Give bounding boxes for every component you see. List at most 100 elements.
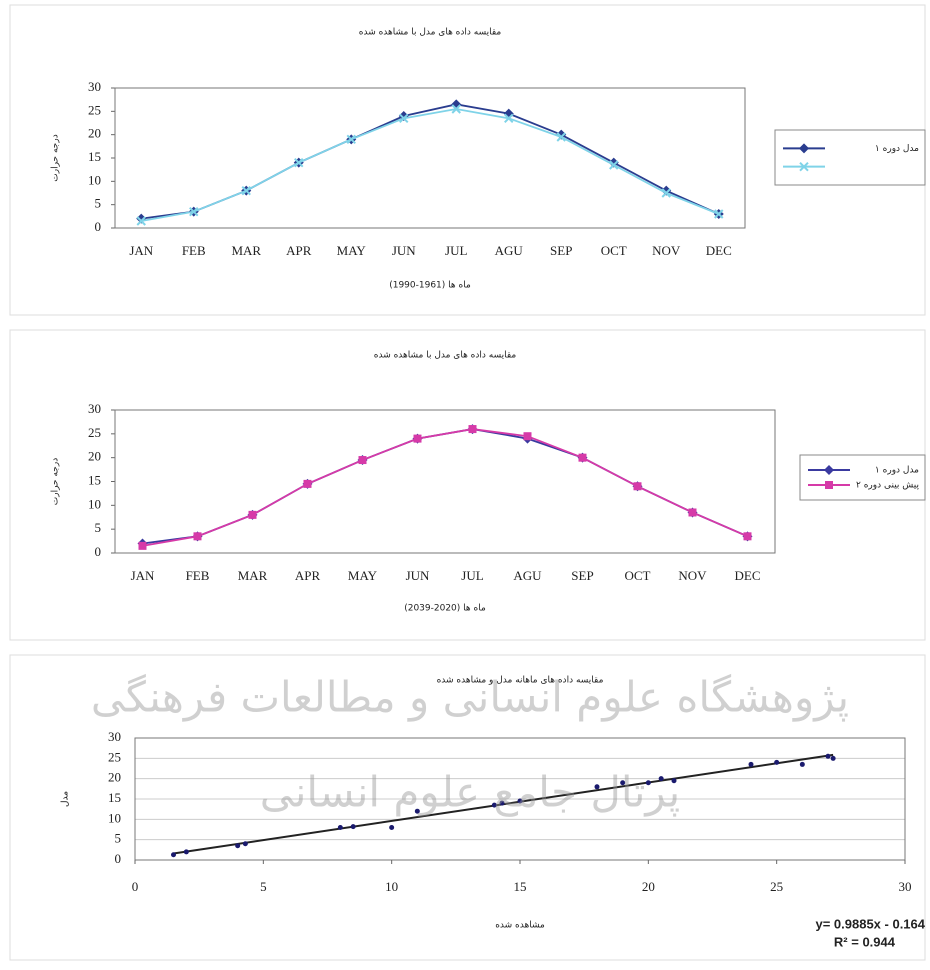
x-tick-label: JUN	[406, 568, 430, 583]
legend-label: مدل دوره ۱	[875, 144, 919, 154]
y-tick-label: 25	[88, 425, 101, 440]
x-tick-label: NOV	[678, 568, 707, 583]
legend-label: پیش بینی دوره ۲	[856, 481, 919, 491]
x-axis-label: مشاهده شده	[495, 921, 545, 931]
marker	[634, 482, 642, 490]
x-tick-label: JAN	[131, 568, 155, 583]
x-tick-label: 0	[132, 879, 139, 894]
y-tick-label: 10	[108, 810, 121, 825]
x-tick-label: APR	[286, 243, 312, 258]
y-tick-label: 10	[88, 172, 101, 187]
point	[749, 762, 754, 767]
y-axis-label: درجه حرارت	[51, 134, 61, 181]
series-line	[141, 104, 719, 218]
r-squared: R² = 0.944	[834, 934, 896, 949]
point	[243, 841, 248, 846]
marker	[469, 425, 477, 433]
marker	[304, 480, 312, 488]
point	[774, 760, 779, 765]
point	[831, 756, 836, 761]
marker	[689, 508, 697, 516]
x-tick-label: DEC	[735, 568, 761, 583]
point	[235, 843, 240, 848]
y-tick-label: 15	[88, 472, 101, 487]
x-tick-label: AGU	[513, 568, 542, 583]
x-tick-label: SEP	[550, 243, 572, 258]
x-tick-label: 15	[514, 879, 527, 894]
x-tick-label: 25	[770, 879, 783, 894]
legend-label: مدل دوره ۱	[875, 466, 919, 476]
chart-title: مقایسه داده های مدل با مشاهده شده	[359, 28, 502, 38]
point	[389, 825, 394, 830]
marker	[139, 542, 147, 550]
x-tick-label: MAY	[348, 568, 378, 583]
y-tick-label: 0	[95, 544, 102, 559]
y-tick-label: 25	[108, 749, 121, 764]
point	[184, 849, 189, 854]
page: مقایسه داده های مدل با مشاهده شده درجه حر…	[0, 0, 930, 970]
y-tick-label: 25	[88, 102, 101, 117]
y-tick-label: 20	[88, 126, 101, 141]
legend-box	[800, 455, 925, 500]
y-tick-label: 5	[95, 196, 102, 211]
y-tick-label: 5	[95, 520, 102, 535]
marker	[359, 456, 367, 464]
marker	[524, 432, 532, 440]
x-tick-label: SEP	[571, 568, 593, 583]
y-tick-label: 30	[88, 401, 101, 416]
point	[338, 825, 343, 830]
panel-frame	[10, 330, 925, 640]
y-tick-label: 0	[95, 219, 102, 234]
y-tick-label: 15	[108, 790, 121, 805]
x-tick-label: 20	[642, 879, 655, 894]
marker	[414, 435, 422, 443]
x-tick-label: OCT	[601, 243, 627, 258]
chart-title: مقایسه داده های مدل با مشاهده شده	[374, 351, 517, 361]
x-tick-label: FEB	[182, 243, 206, 258]
y-tick-label: 20	[108, 770, 121, 785]
x-tick-label: AGU	[495, 243, 524, 258]
x-tick-label: OCT	[625, 568, 651, 583]
y-tick-label: 15	[88, 149, 101, 164]
x-tick-label: JUL	[461, 568, 483, 583]
x-tick-label: NOV	[652, 243, 681, 258]
marker	[194, 532, 202, 540]
plot-frame	[115, 410, 775, 553]
y-tick-label: 5	[115, 831, 122, 846]
y-tick-label: 0	[115, 851, 122, 866]
x-tick-label: MAY	[337, 243, 367, 258]
marker	[744, 532, 752, 540]
point	[826, 754, 831, 759]
point	[171, 852, 176, 857]
watermark: پرتال جامع علوم انسانی	[260, 768, 681, 818]
document: مقایسه داده های مدل با مشاهده شده درجه حر…	[0, 0, 930, 965]
x-axis-label: ماه ها (1961-1990)	[389, 281, 471, 291]
y-axis-label: درجه حرارت	[51, 458, 61, 505]
y-axis-label: مدل	[61, 791, 71, 807]
series-line	[143, 429, 748, 546]
x-tick-label: DEC	[706, 243, 732, 258]
y-tick-label: 30	[108, 729, 121, 744]
x-tick-label: 10	[385, 879, 398, 894]
x-tick-label: MAR	[238, 568, 268, 583]
x-axis-label: ماه ها (2020-2039)	[404, 604, 486, 614]
x-tick-label: 5	[260, 879, 267, 894]
x-tick-label: 30	[899, 879, 912, 894]
point	[351, 824, 356, 829]
marker	[249, 511, 257, 519]
x-tick-label: APR	[295, 568, 321, 583]
legend-box	[775, 130, 925, 185]
y-tick-label: 20	[88, 449, 101, 464]
watermark: پژوهشگاه علوم انسانی و مطالعات فرهنگی	[91, 673, 849, 723]
y-tick-label: 10	[88, 496, 101, 511]
series-line	[141, 109, 719, 221]
x-tick-label: JAN	[129, 243, 153, 258]
x-tick-label: JUN	[392, 243, 416, 258]
marker	[579, 454, 587, 462]
plot-frame	[115, 88, 745, 228]
x-tick-label: JUL	[445, 243, 467, 258]
x-tick-label: FEB	[186, 568, 210, 583]
equation: y= 0.9885x - 0.164	[815, 916, 925, 931]
y-tick-label: 30	[88, 79, 101, 94]
series-line	[143, 429, 748, 543]
